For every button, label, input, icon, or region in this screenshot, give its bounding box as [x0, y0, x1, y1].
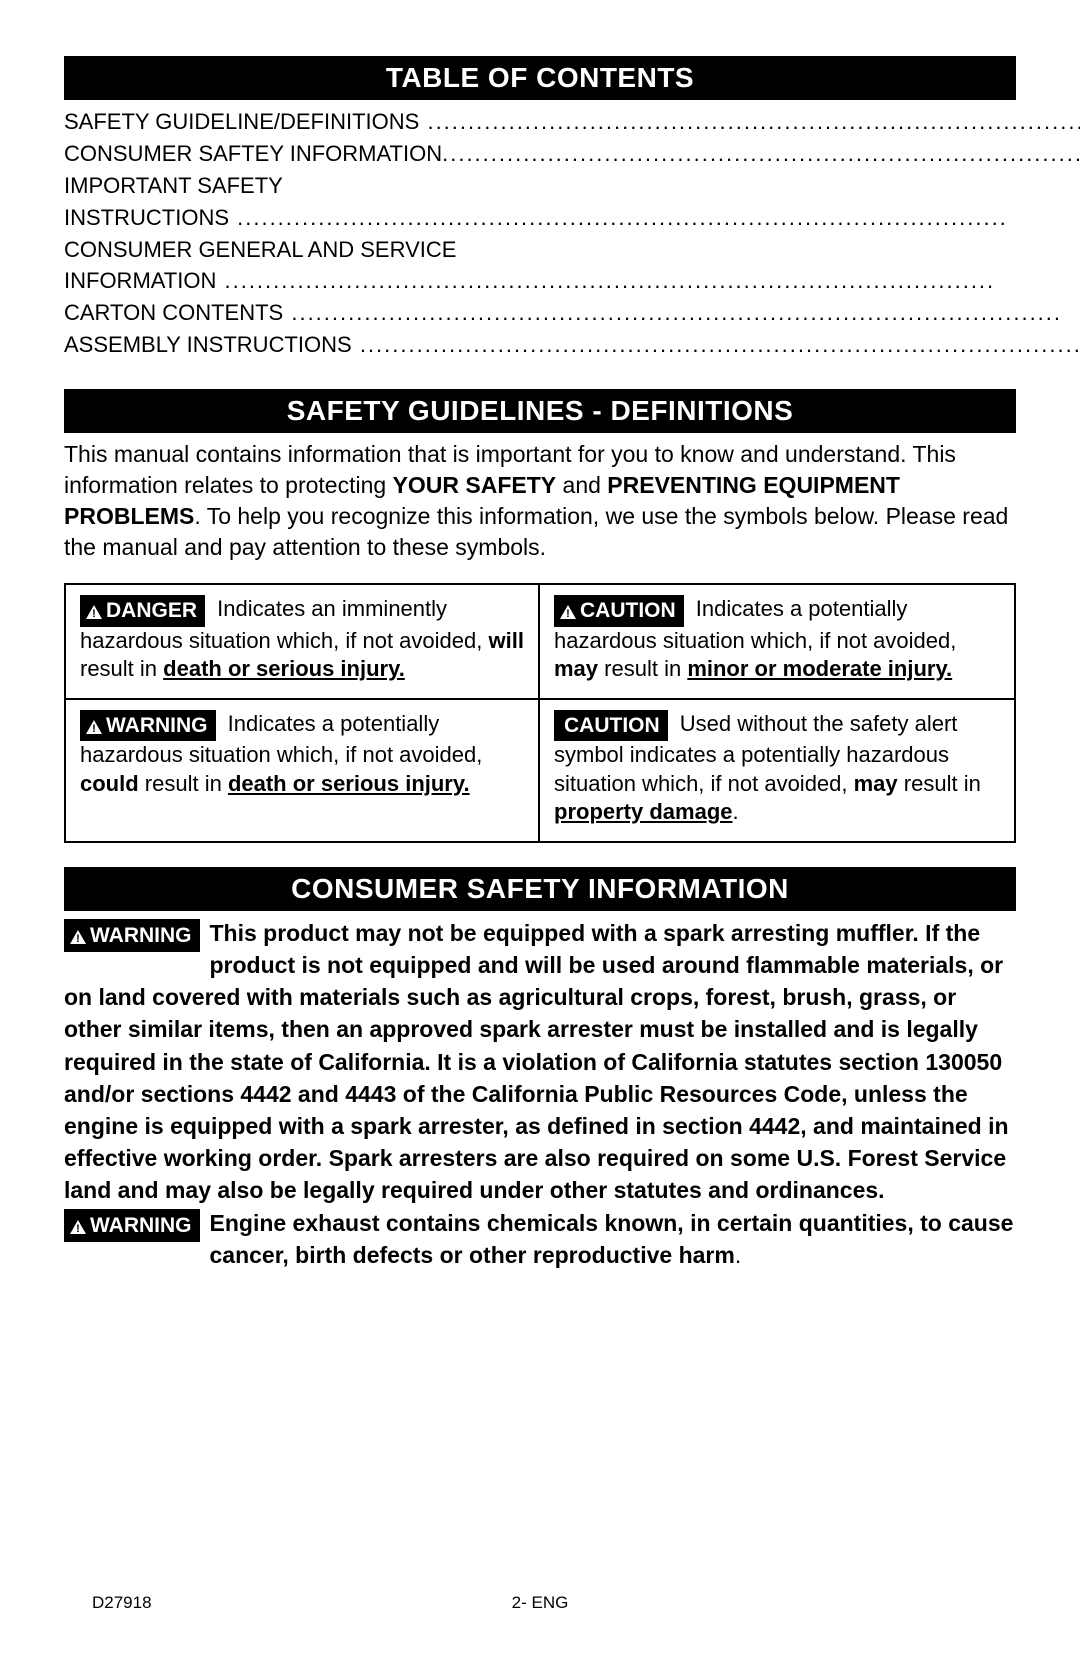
text-underline: minor or moderate injury. — [687, 656, 952, 681]
toc-dots — [283, 297, 1080, 329]
text: result in — [898, 771, 981, 796]
text-bold: This product may not be equipped with a … — [64, 920, 1009, 1204]
text-bold: could — [80, 771, 139, 796]
text-bold: may — [554, 656, 598, 681]
label-text: WARNING — [106, 714, 208, 737]
safety-defs-header: SAFETY GUIDELINES - DEFINITIONS — [64, 389, 1016, 433]
alert-triangle-icon: ! — [86, 597, 102, 624]
safety-intro: This manual contains information that is… — [64, 439, 1016, 563]
svg-text:!: ! — [566, 608, 570, 619]
def-warning: !WARNING Indicates a potentially hazardo… — [66, 700, 540, 841]
toc-item: IMPORTANT SAFETY INSTRUCTIONS 3-6 — [64, 170, 1080, 234]
text: . To help you recognize this information… — [64, 503, 1008, 560]
alert-triangle-icon: ! — [70, 1211, 86, 1240]
page: TABLE OF CONTENTS SAFETY GUIDELINE/DEFIN… — [0, 0, 1080, 1271]
text-underline: property damage — [554, 799, 733, 824]
alert-triangle-icon: ! — [86, 712, 102, 739]
toc-columns: SAFETY GUIDELINE/DEFINITIONS 2 CONSUMER … — [64, 106, 1016, 361]
definitions-grid: !DANGER Indicates an imminently hazardou… — [64, 583, 1016, 843]
toc-label: INSTRUCTIONS — [64, 202, 229, 234]
toc-label: CARTON CONTENTS — [64, 297, 283, 329]
alert-triangle-icon: ! — [560, 597, 576, 624]
svg-text:!: ! — [76, 933, 80, 944]
alert-triangle-icon: ! — [70, 921, 86, 950]
svg-text:!: ! — [92, 723, 96, 734]
text: and — [556, 472, 607, 498]
footer-page-number: 2- ENG — [512, 1593, 569, 1613]
text-underline: death or serious injury. — [163, 656, 405, 681]
toc-label: SAFETY GUIDELINE/DEFINITIONS — [64, 106, 419, 138]
toc-dots — [216, 265, 1080, 297]
consumer-info-header: CONSUMER SAFETY INFORMATION — [64, 867, 1016, 911]
toc-dots — [352, 329, 1080, 361]
footer-spacer — [983, 1593, 988, 1613]
toc-dots: . — [442, 138, 1080, 170]
text: result in — [598, 656, 687, 681]
text: result in — [139, 771, 228, 796]
def-caution-alert: !CAUTION Indicates a potentially hazardo… — [540, 585, 1014, 699]
text-bold: Engine exhaust contains chemicals known,… — [210, 1210, 1014, 1268]
warning-label: ! WARNING — [80, 710, 216, 741]
page-footer: D27918 2- ENG — [0, 1593, 1080, 1613]
def-caution-plain: CAUTION Used without the safety alert sy… — [540, 700, 1014, 841]
label-text: CAUTION — [580, 599, 676, 622]
warning-label: ! WARNING — [64, 1209, 200, 1242]
consumer-warnings: ! WARNING This product may not be equippe… — [64, 917, 1016, 1271]
warning-label: ! WARNING — [64, 919, 200, 952]
toc-item: CONSUMER SAFTEY INFORMATION . 2 — [64, 138, 1080, 170]
text-bold: will — [488, 628, 523, 653]
label-text: CAUTION — [564, 714, 660, 737]
toc-header: TABLE OF CONTENTS — [64, 56, 1016, 100]
def-danger: !DANGER Indicates an imminently hazardou… — [66, 585, 540, 699]
toc-item: ASSEMBLY INSTRUCTIONS 8-10 — [64, 329, 1080, 361]
toc-dots — [229, 202, 1080, 234]
toc-item: CONSUMER GENERAL AND SERVICE INFORMATION… — [64, 234, 1080, 298]
label-text: WARNING — [90, 924, 192, 947]
caution-label: ! CAUTION — [554, 595, 684, 626]
warning-paragraph: ! WARNING This product may not be equippe… — [64, 917, 1016, 1207]
toc-label: ASSEMBLY INSTRUCTIONS — [64, 329, 352, 361]
svg-text:!: ! — [76, 1223, 80, 1234]
label-text: WARNING — [90, 1214, 192, 1237]
toc-item: CARTON CONTENTS 7 — [64, 297, 1080, 329]
text-bold: YOUR SAFETY — [393, 472, 557, 498]
footer-doc-id: D27918 — [92, 1593, 152, 1613]
text: . — [733, 799, 739, 824]
text-bold: may — [854, 771, 898, 796]
toc-label: INFORMATION — [64, 265, 216, 297]
toc-label: CONSUMER GENERAL AND SERVICE — [64, 234, 1080, 266]
toc-col-left: SAFETY GUIDELINE/DEFINITIONS 2 CONSUMER … — [64, 106, 1080, 361]
svg-text:!: ! — [92, 608, 96, 619]
label-text: DANGER — [106, 599, 197, 622]
text-underline: death or serious injury. — [228, 771, 470, 796]
toc-dots — [419, 106, 1080, 138]
toc-label: CONSUMER SAFTEY INFORMATION — [64, 138, 442, 170]
danger-label: ! DANGER — [80, 595, 205, 626]
warning-paragraph: ! WARNING Engine exhaust contains chemica… — [64, 1207, 1016, 1271]
text: . — [735, 1242, 741, 1268]
toc-item: SAFETY GUIDELINE/DEFINITIONS 2 — [64, 106, 1080, 138]
text: result in — [80, 656, 163, 681]
toc-label: IMPORTANT SAFETY — [64, 170, 1080, 202]
caution-plain-label: CAUTION — [554, 710, 668, 741]
